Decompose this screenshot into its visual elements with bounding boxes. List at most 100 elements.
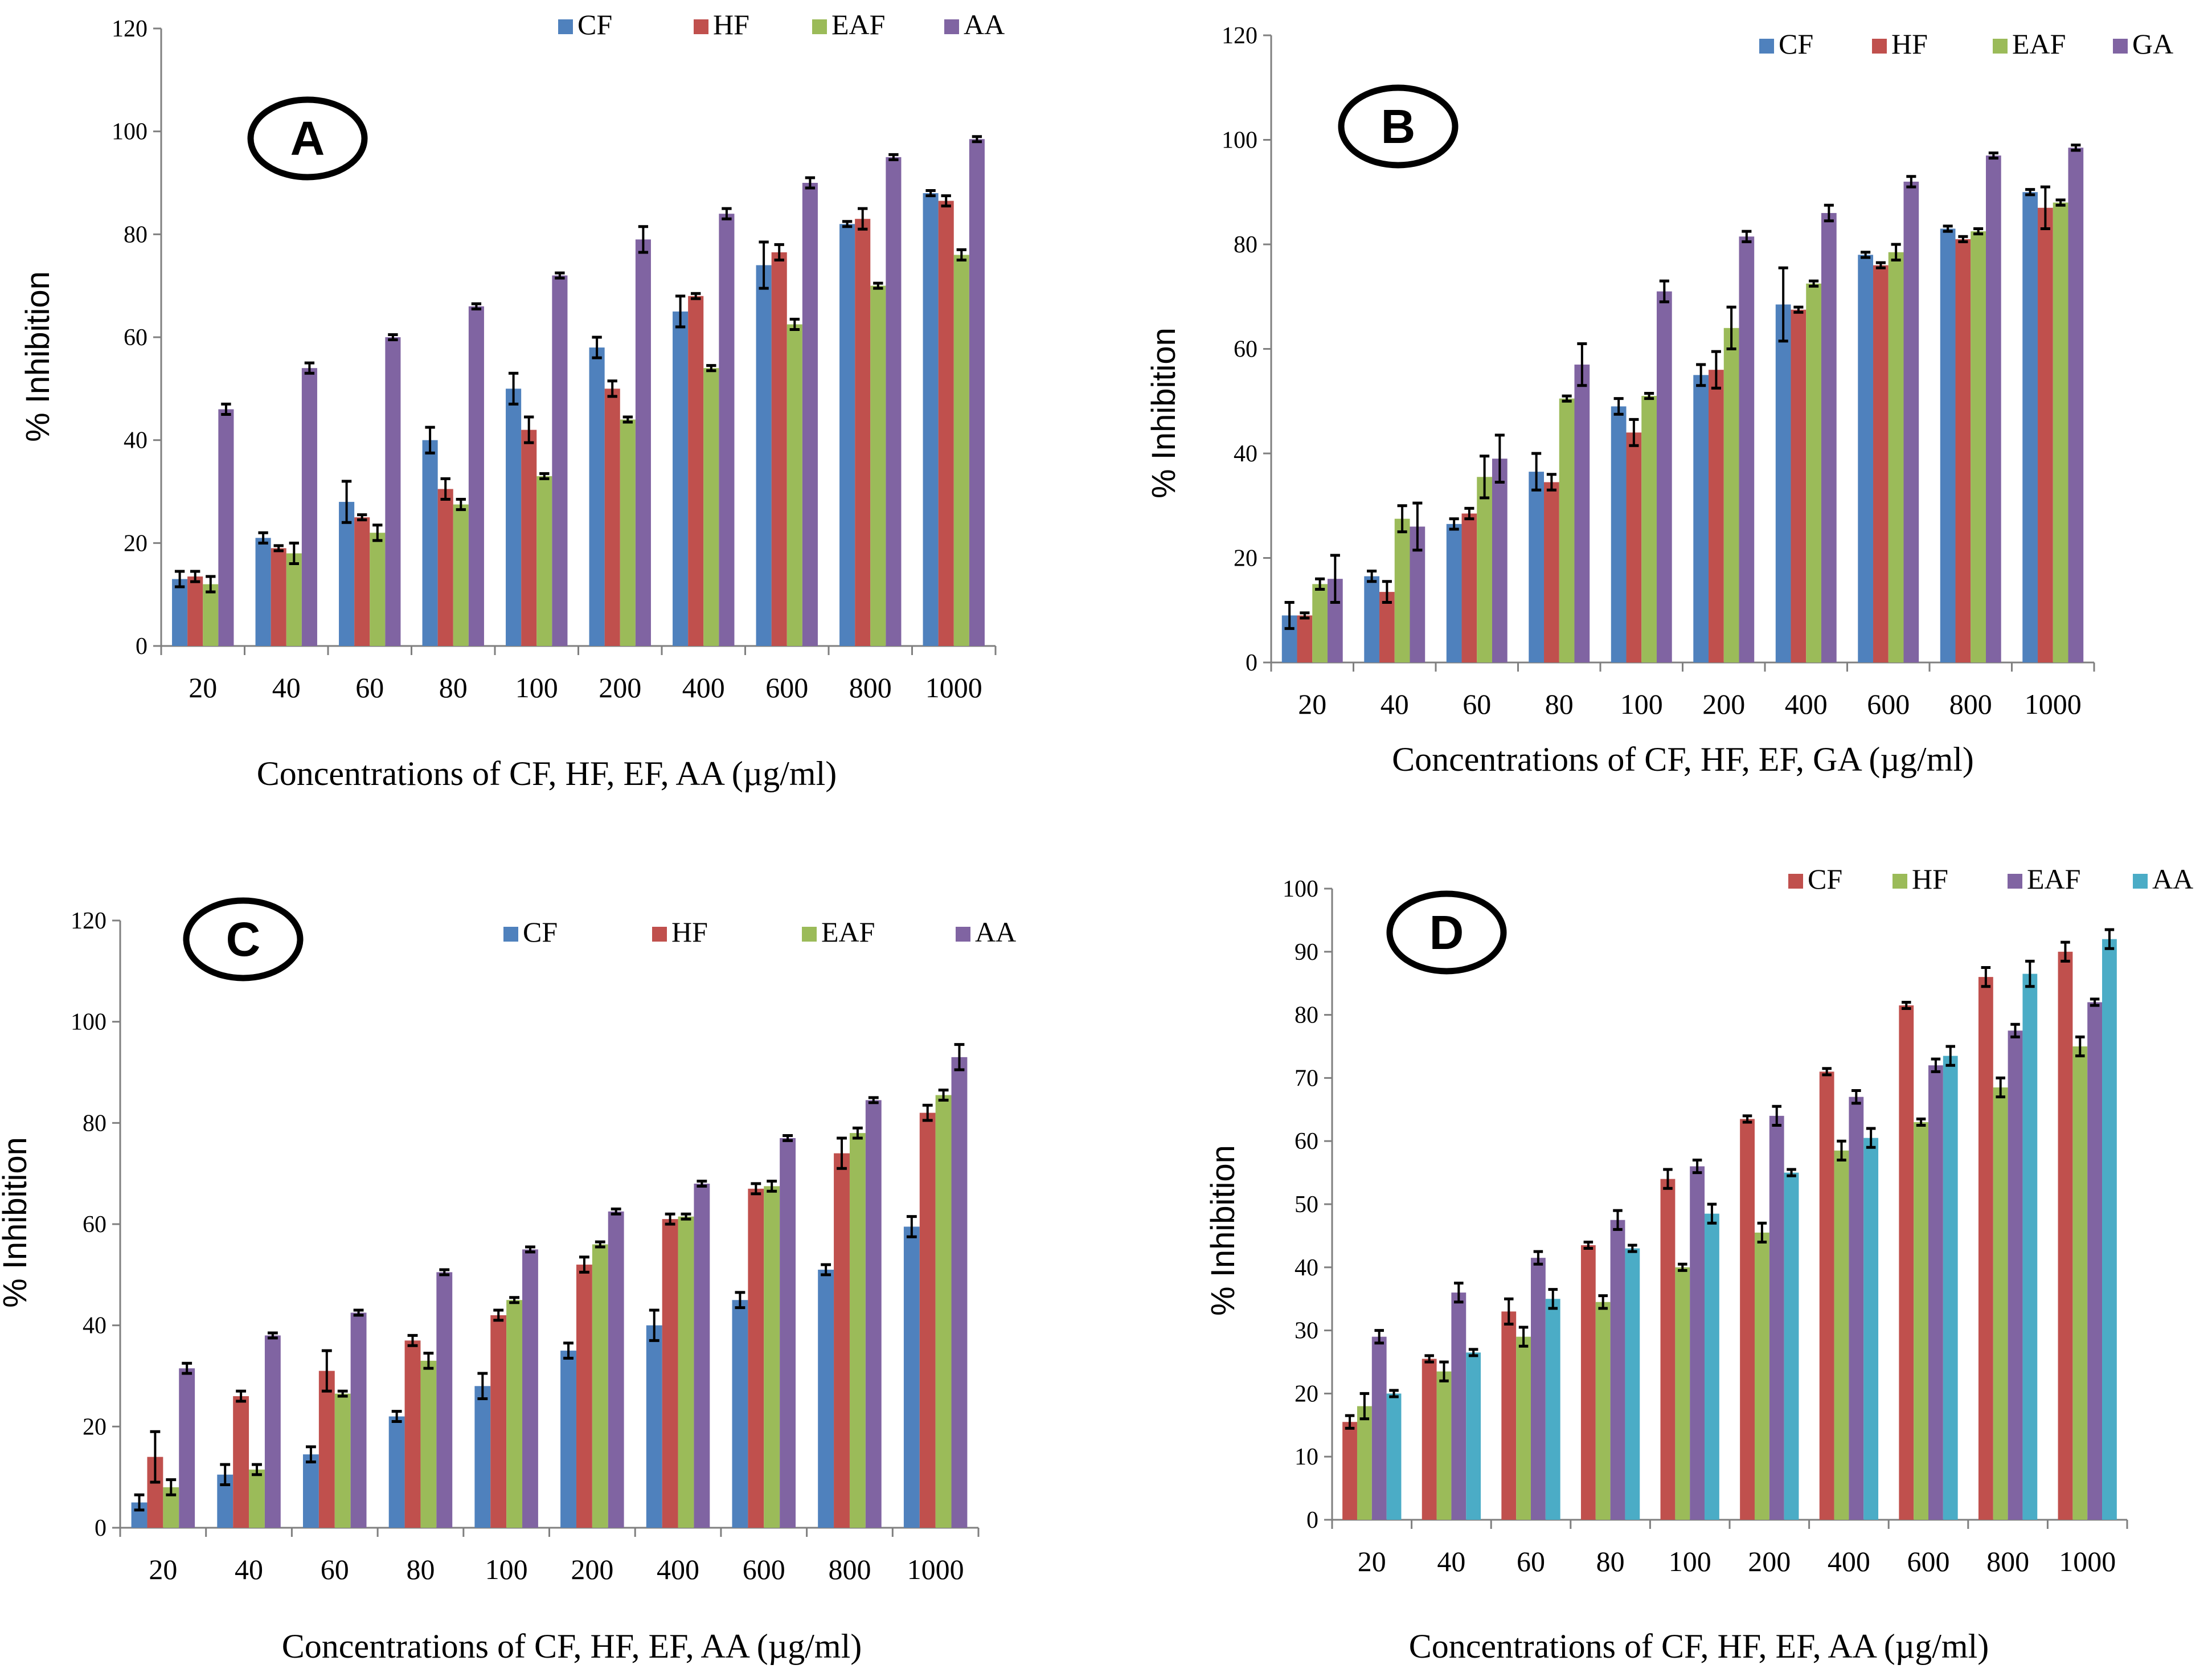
y-tick-label: 80 — [124, 222, 148, 248]
bar-eaf — [1531, 1258, 1546, 1520]
x-tick-label: 800 — [1949, 688, 1992, 720]
bar-aa — [385, 337, 401, 646]
bar-hf — [490, 1315, 507, 1528]
x-axis-title: Concentrations of CF, HF, EF, AA (µg/ml) — [1409, 1627, 1989, 1665]
y-tick-label: 40 — [83, 1313, 106, 1339]
bar-hf — [576, 1265, 592, 1528]
bar-aa — [865, 1100, 882, 1528]
legend-label-hf: HF — [1912, 863, 1948, 895]
bar-hf — [521, 430, 537, 646]
bar-aa — [951, 1057, 968, 1528]
bar-ga — [1821, 212, 1837, 662]
bar-hf — [938, 201, 954, 646]
y-tick-label: 100 — [1283, 876, 1318, 902]
bar-ga — [1903, 181, 1919, 662]
bar-eaf — [1806, 283, 1821, 662]
bar-eaf — [203, 584, 219, 646]
x-tick-label: 600 — [743, 1553, 785, 1585]
bar-eaf — [1641, 396, 1657, 662]
y-tick-label: 40 — [1234, 441, 1257, 467]
bar-eaf — [1769, 1115, 1784, 1520]
bar-hf — [1709, 370, 1724, 662]
bar-eaf — [935, 1095, 952, 1528]
x-tick-label: 20 — [189, 672, 217, 703]
bar-aa — [1863, 1138, 1879, 1520]
legend-label-cf: CF — [1779, 28, 1813, 60]
x-tick-label: 200 — [1702, 688, 1745, 720]
bar-hf — [187, 576, 203, 646]
bar-hf — [1955, 239, 1971, 662]
bar-cf — [1660, 1179, 1676, 1520]
bar-aa — [635, 239, 651, 646]
bar-hf — [233, 1396, 249, 1528]
bar-cf — [2058, 951, 2073, 1520]
legend-swatch-cf — [503, 927, 518, 942]
bar-aa — [1386, 1393, 1402, 1520]
panel-letter: B — [1381, 100, 1416, 153]
bar-eaf — [592, 1244, 608, 1528]
bar-eaf — [1451, 1292, 1467, 1520]
bar-cf — [818, 1269, 834, 1528]
y-axis-title: % Inhibition — [19, 271, 56, 442]
bar-cf — [474, 1386, 491, 1528]
y-tick-label: 30 — [1295, 1318, 1318, 1344]
bar-hf — [2072, 1046, 2088, 1520]
bar-aa — [1784, 1172, 1799, 1520]
x-tick-label: 600 — [765, 672, 808, 703]
bar-eaf — [1928, 1065, 1943, 1520]
bar-hf — [1357, 1406, 1372, 1520]
bar-cf — [673, 311, 689, 646]
x-tick-label: 60 — [321, 1553, 349, 1585]
bar-eaf — [678, 1216, 694, 1528]
x-tick-label: 60 — [355, 672, 384, 703]
legend-label-eaf: EAF — [821, 916, 875, 948]
legend-swatch-eaf — [812, 19, 827, 34]
bar-eaf — [1559, 398, 1575, 662]
bar-ga — [1574, 365, 1590, 662]
bar-aa — [552, 275, 568, 647]
bar-ga — [1739, 236, 1755, 662]
x-tick-label: 40 — [235, 1553, 263, 1585]
bar-hf — [1914, 1122, 1928, 1520]
bar-hf — [1873, 265, 1889, 662]
y-tick-label: 70 — [1295, 1065, 1318, 1091]
x-tick-label: 100 — [1620, 688, 1663, 720]
legend-label-hf: HF — [671, 916, 708, 948]
bar-aa — [264, 1335, 281, 1528]
bar-aa — [802, 183, 818, 646]
x-tick-label: 60 — [1517, 1545, 1545, 1577]
bar-hf — [1675, 1267, 1690, 1520]
bar-eaf — [1394, 518, 1410, 662]
y-tick-label: 0 — [136, 633, 148, 660]
bar-cf — [923, 193, 939, 647]
legend-swatch-hf — [652, 927, 667, 942]
panel-letter-badge — [247, 96, 368, 181]
panel-letter: C — [226, 913, 261, 966]
y-tick-label: 50 — [1295, 1192, 1318, 1218]
y-axis-title: % Inhibition — [1205, 1145, 1242, 1316]
bar-eaf — [249, 1469, 265, 1528]
bar-ga — [1492, 459, 1508, 662]
bar-cf — [1978, 977, 1993, 1520]
bar-aa — [436, 1272, 453, 1528]
x-axis-title: Concentrations of CF, HF, EF, AA (µg/ml) — [257, 755, 837, 792]
bar-hf — [1436, 1371, 1452, 1520]
y-tick-label: 100 — [112, 119, 148, 145]
y-tick-label: 20 — [124, 530, 148, 557]
bar-cf — [646, 1325, 662, 1528]
bar-aa — [2022, 973, 2038, 1520]
x-tick-label: 200 — [599, 672, 641, 703]
bar-cf — [1693, 375, 1709, 662]
y-tick-label: 40 — [1295, 1255, 1318, 1281]
bar-hf — [834, 1153, 850, 1528]
bar-aa — [694, 1183, 710, 1528]
bar-aa — [301, 368, 317, 646]
chart-panel-a: 0 20 40 60 80 100 120 20 40 60 80 100 200 400 600 800 10… — [19, 9, 1005, 792]
x-tick-label: 80 — [439, 672, 468, 703]
y-tick-label: 80 — [1295, 1003, 1318, 1029]
bar-cf — [1342, 1422, 1357, 1520]
bar-eaf — [1690, 1166, 1705, 1520]
legend-swatch-cf — [1759, 39, 1774, 54]
legend-label-hf: HF — [1891, 28, 1928, 60]
